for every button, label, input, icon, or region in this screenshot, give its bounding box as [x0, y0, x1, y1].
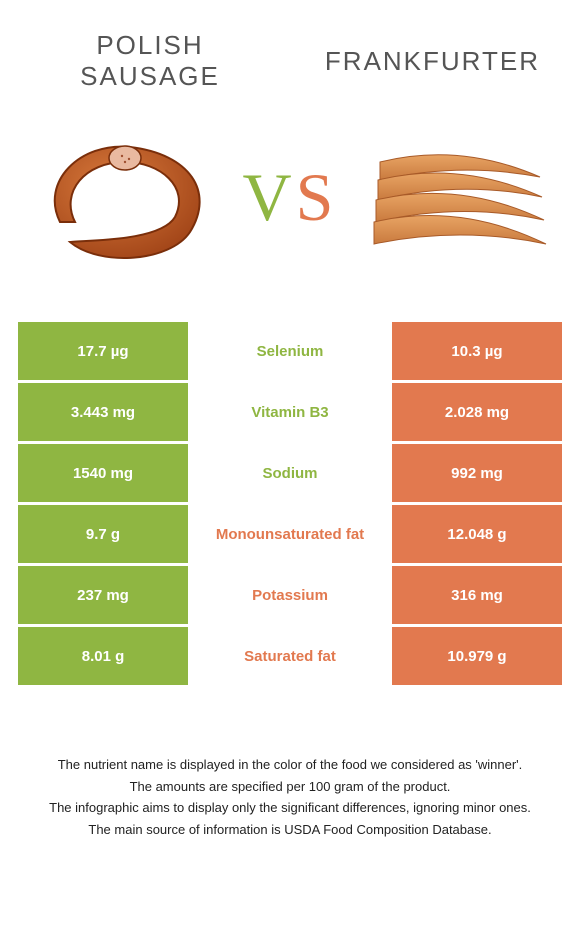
- comparison-table: 17.7 µgSelenium10.3 µg3.443 mgVitamin B3…: [18, 322, 562, 685]
- right-value: 12.048 g: [392, 505, 562, 563]
- left-title-line2: SAUSAGE: [80, 61, 220, 91]
- vs-label: VS: [243, 158, 338, 237]
- left-value: 1540 mg: [18, 444, 188, 502]
- left-value: 8.01 g: [18, 627, 188, 685]
- right-value: 316 mg: [392, 566, 562, 624]
- table-row: 3.443 mgVitamin B32.028 mg: [18, 383, 562, 441]
- vs-v: V: [243, 159, 296, 235]
- right-value: 992 mg: [392, 444, 562, 502]
- note-line: The nutrient name is displayed in the co…: [20, 755, 560, 775]
- left-food-title: POLISH SAUSAGE: [40, 30, 260, 92]
- note-line: The main source of information is USDA F…: [20, 820, 560, 840]
- right-value: 10.3 µg: [392, 322, 562, 380]
- right-food-title: FRANKFURTER: [320, 46, 540, 77]
- table-row: 237 mgPotassium316 mg: [18, 566, 562, 624]
- nutrient-label: Sodium: [188, 444, 392, 502]
- table-row: 17.7 µgSelenium10.3 µg: [18, 322, 562, 380]
- right-value: 10.979 g: [392, 627, 562, 685]
- left-value: 237 mg: [18, 566, 188, 624]
- vs-s: S: [296, 159, 338, 235]
- note-line: The amounts are specified per 100 gram o…: [20, 777, 560, 797]
- right-food-image: [360, 122, 550, 272]
- header: POLISH SAUSAGE FRANKFURTER: [0, 0, 580, 102]
- left-title-line1: POLISH: [96, 30, 203, 60]
- table-row: 9.7 gMonounsaturated fat12.048 g: [18, 505, 562, 563]
- nutrient-label: Vitamin B3: [188, 383, 392, 441]
- left-food-image: [30, 122, 220, 272]
- nutrient-label: Selenium: [188, 322, 392, 380]
- left-value: 17.7 µg: [18, 322, 188, 380]
- left-value: 9.7 g: [18, 505, 188, 563]
- left-value: 3.443 mg: [18, 383, 188, 441]
- table-row: 1540 mgSodium992 mg: [18, 444, 562, 502]
- note-line: The infographic aims to display only the…: [20, 798, 560, 818]
- footer-notes: The nutrient name is displayed in the co…: [0, 755, 580, 839]
- right-value: 2.028 mg: [392, 383, 562, 441]
- nutrient-label: Saturated fat: [188, 627, 392, 685]
- hero-row: VS: [0, 102, 580, 302]
- table-row: 8.01 gSaturated fat10.979 g: [18, 627, 562, 685]
- nutrient-label: Potassium: [188, 566, 392, 624]
- nutrient-label: Monounsaturated fat: [188, 505, 392, 563]
